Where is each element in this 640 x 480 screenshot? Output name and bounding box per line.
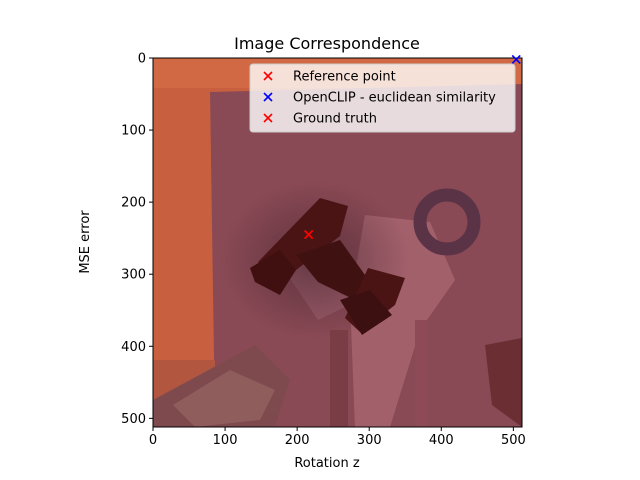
plot-frame xyxy=(152,57,523,428)
y-tick-label: 0 xyxy=(138,52,146,67)
scatter-points xyxy=(304,54,521,240)
ring-shape xyxy=(413,188,481,256)
y-tick-label: 300 xyxy=(121,268,146,283)
chart-title: Image Correspondence xyxy=(234,34,420,53)
legend-label: Reference point xyxy=(293,70,396,85)
legend-marker xyxy=(263,71,273,81)
x-tick-label: 0 xyxy=(149,433,157,448)
x-tick-label: 400 xyxy=(429,433,454,448)
x-tick-label: 200 xyxy=(285,433,310,448)
y-tick-label: 100 xyxy=(121,124,146,139)
legend: Reference point OpenCLIP - euclidean simi… xyxy=(249,63,516,133)
y-axis-ticks: 0 100 200 300 400 500 xyxy=(121,52,153,427)
x-tick-label: 500 xyxy=(501,433,526,448)
legend-label: Ground truth xyxy=(293,112,377,127)
y-tick-label: 500 xyxy=(121,412,146,427)
robot-arm xyxy=(250,198,405,335)
legend-box xyxy=(249,63,516,133)
y-axis-title: MSE error xyxy=(78,210,93,274)
data-point xyxy=(511,54,521,65)
legend-marker xyxy=(263,92,273,102)
x-axis-title: Rotation z xyxy=(294,456,360,471)
y-tick-label: 200 xyxy=(121,196,146,211)
x-tick-label: 300 xyxy=(357,433,382,448)
data-point xyxy=(304,230,314,240)
x-tick-label: 100 xyxy=(213,433,238,448)
x-axis-ticks: 0 100 200 300 400 500 xyxy=(149,427,526,448)
legend-marker xyxy=(263,113,273,123)
legend-label: OpenCLIP - euclidean similarity xyxy=(293,91,496,106)
y-tick-label: 400 xyxy=(121,340,146,355)
